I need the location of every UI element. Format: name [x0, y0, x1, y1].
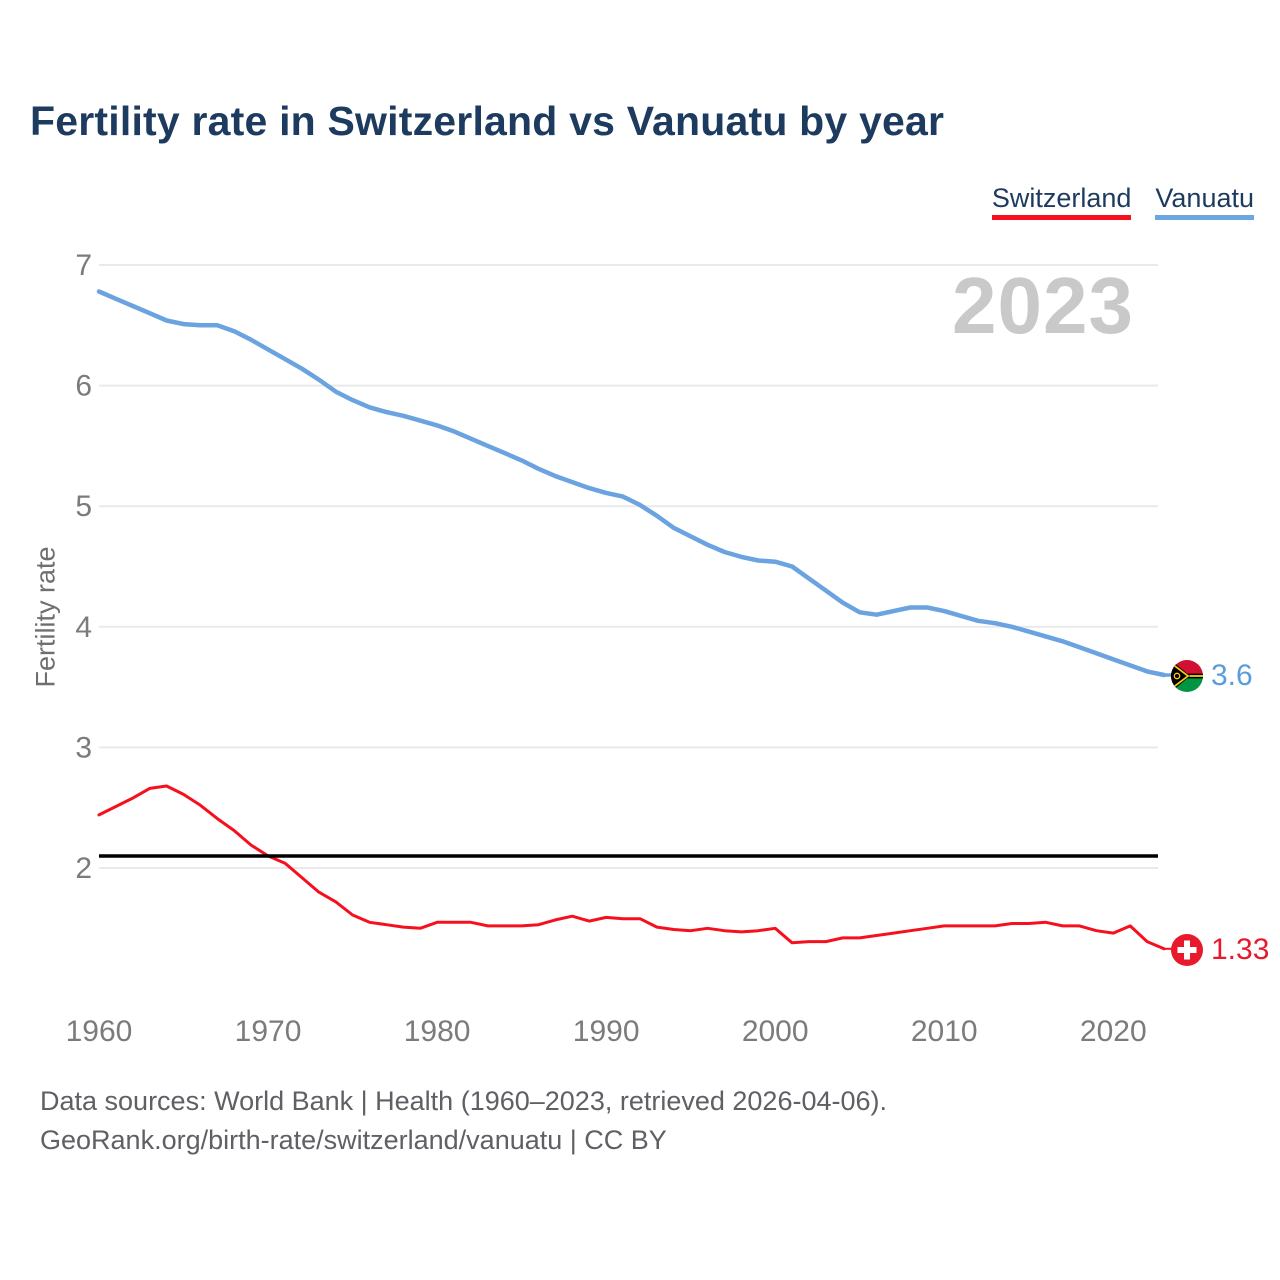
end-value-vanuatu: 3.6 [1211, 659, 1253, 693]
legend-underline-vanuatu [1155, 215, 1254, 220]
y-tick-6: 6 [75, 370, 92, 403]
end-label-switzerland: 1.33 [1171, 933, 1269, 967]
y-tick-5: 5 [75, 490, 92, 523]
y-tick-4: 4 [75, 611, 92, 644]
y-axis-title: Fertility rate [30, 546, 61, 688]
y-tick-2: 2 [75, 852, 92, 885]
end-label-vanuatu: 3.6 [1171, 659, 1253, 693]
footer-sources-line: Data sources: World Bank | Health (1960–… [40, 1086, 887, 1116]
x-tick-2020: 2020 [1080, 1015, 1147, 1048]
legend-label-vanuatu: Vanuatu [1155, 183, 1254, 213]
year-watermark: 2023 [952, 261, 1134, 350]
x-tick-1970: 1970 [235, 1015, 302, 1048]
footer-attribution-line: GeoRank.org/birth-rate/switzerland/vanua… [40, 1125, 667, 1155]
x-tick-2010: 2010 [911, 1015, 978, 1048]
series-line-switzerland[interactable] [97, 784, 1166, 951]
legend-underline-switzerland [991, 215, 1132, 220]
legend-item-vanuatu[interactable]: Vanuatu [1155, 183, 1254, 220]
footer: Data sources: World Bank | Health (1960–… [40, 1082, 887, 1160]
y-tick-7: 7 [75, 249, 92, 282]
vanuatu-flag-icon [1171, 660, 1203, 693]
x-tick-1980: 1980 [404, 1015, 471, 1048]
legend: Switzerland Vanuatu [991, 183, 1254, 220]
x-tick-1960: 1960 [66, 1015, 133, 1048]
end-value-switzerland: 1.33 [1211, 932, 1270, 966]
x-tick-2000: 2000 [742, 1015, 809, 1048]
legend-item-switzerland[interactable]: Switzerland [991, 183, 1132, 220]
switzerland-flag-icon [1171, 933, 1203, 966]
page-title: Fertility rate in Switzerland vs Vanuatu… [30, 98, 945, 144]
y-tick-3: 3 [75, 731, 92, 764]
x-tick-1990: 1990 [573, 1015, 640, 1048]
series-line-vanuatu[interactable] [96, 289, 1167, 678]
legend-label-switzerland: Switzerland [991, 183, 1132, 213]
